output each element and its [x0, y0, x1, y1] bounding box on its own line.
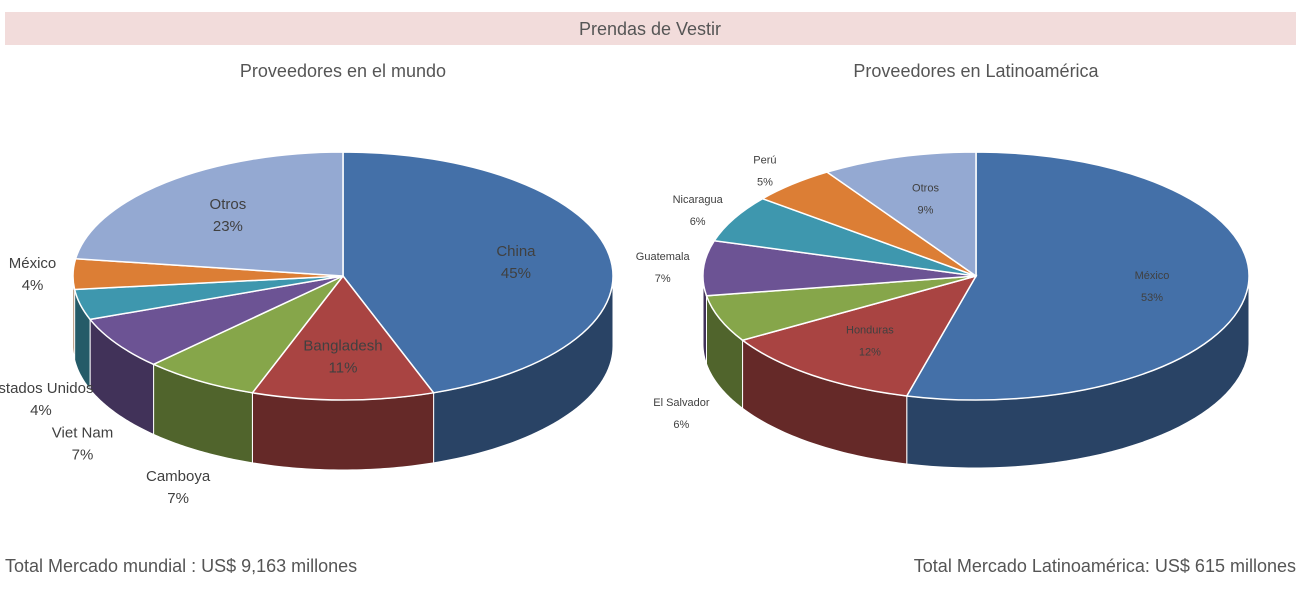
pie-slice	[905, 151, 1250, 401]
pie-slice	[702, 239, 977, 297]
pie-slice	[74, 151, 344, 277]
pie-slice	[342, 151, 614, 394]
slice-value: 7%	[72, 447, 94, 464]
slice-value: 11%	[329, 360, 358, 377]
slice-label: Otros	[210, 196, 247, 213]
slice-label: China	[496, 243, 536, 260]
slice-value: 6%	[690, 216, 706, 228]
slice-label: Guatemala	[636, 251, 691, 263]
header-bar	[5, 12, 1296, 45]
pie-side	[251, 392, 435, 471]
slice-value: 4%	[22, 277, 44, 294]
slice-label: El Salvador	[653, 397, 710, 409]
pie-slice	[88, 275, 344, 366]
slice-value: 9%	[918, 205, 934, 217]
slice-label: Estados Unidos	[0, 380, 93, 397]
pie-slice	[825, 151, 977, 278]
footer-text: Total Mercado Latinoamérica: US$ 615 mil…	[914, 556, 1296, 576]
slice-label: México	[1135, 270, 1170, 282]
pie-slice	[740, 274, 978, 397]
slice-label: Otros	[912, 183, 939, 195]
slice-label: Honduras	[846, 325, 894, 337]
slice-value: 6%	[673, 419, 689, 431]
slice-value: 7%	[167, 490, 189, 507]
slice-label: Viet Nam	[52, 425, 113, 442]
slice-value: 4%	[30, 402, 52, 419]
pie-slice	[251, 274, 435, 401]
slice-value: 53%	[1141, 292, 1163, 304]
slice-value: 45%	[501, 265, 531, 282]
slice-value: 23%	[213, 218, 243, 235]
slice-label: Nicaragua	[673, 194, 724, 206]
slice-label: Bangladesh	[303, 338, 382, 355]
slice-value: 12%	[859, 347, 881, 359]
slice-label: Camboya	[146, 468, 211, 485]
slice-value: 7%	[655, 273, 671, 285]
pie-slice	[151, 275, 344, 394]
footer-text: Total Mercado mundial : US$ 9,163 millon…	[5, 556, 357, 576]
chart-title: Proveedores en Latinoamérica	[853, 61, 1099, 81]
chart-title: Proveedores en el mundo	[240, 61, 446, 81]
header-title: Prendas de Vestir	[579, 19, 721, 39]
slice-label: Perú	[753, 154, 776, 166]
slice-value: 5%	[757, 176, 773, 188]
slice-label: México	[9, 255, 57, 272]
